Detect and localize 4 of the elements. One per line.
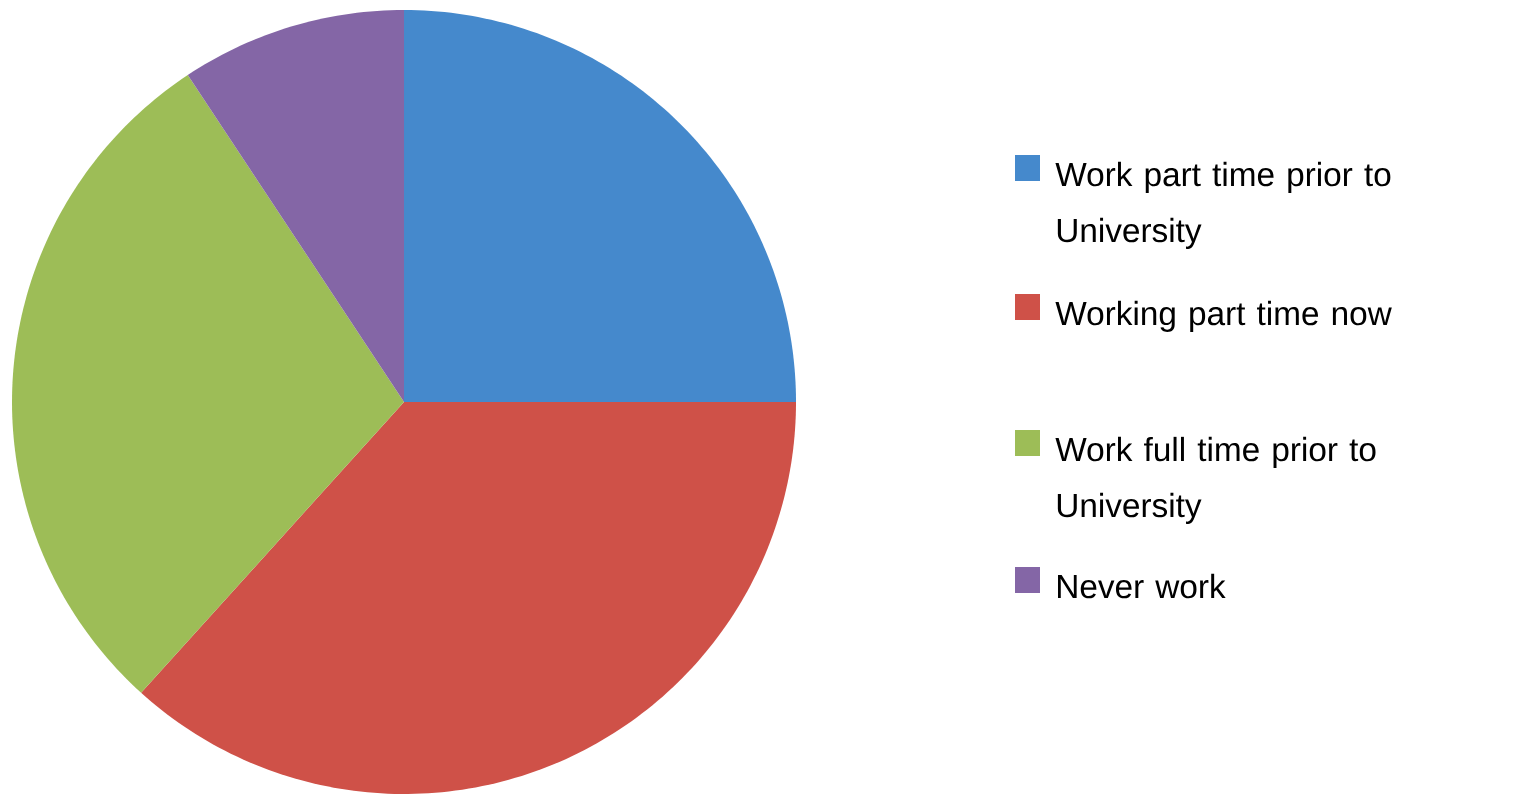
legend-label: Working part time now xyxy=(1055,300,1392,332)
legend-label: Work part time prior to University xyxy=(1055,161,1391,249)
legend-label: Work full time prior to University xyxy=(1055,436,1376,524)
legend-label: Never work xyxy=(1058,573,1226,599)
